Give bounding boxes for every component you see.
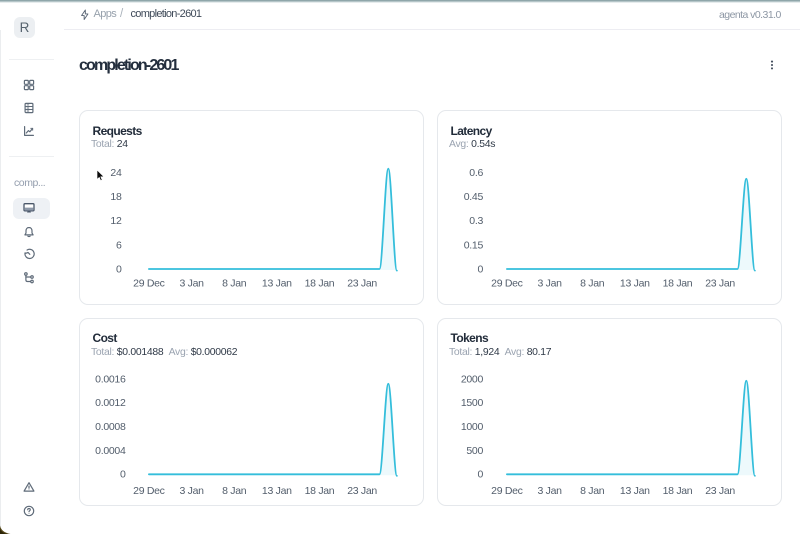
svg-text:13 Jan: 13 Jan [262, 278, 292, 290]
svg-text:18 Jan: 18 Jan [305, 485, 335, 497]
svg-text:0: 0 [477, 263, 483, 275]
svg-text:0.0016: 0.0016 [95, 373, 126, 385]
svg-text:0: 0 [120, 468, 126, 480]
svg-text:8 Jan: 8 Jan [222, 485, 247, 497]
svg-text:29 Dec: 29 Dec [491, 485, 523, 497]
svg-text:23 Jan: 23 Jan [347, 485, 377, 497]
svg-text:23 Jan: 23 Jan [705, 278, 735, 290]
svg-text:23 Jan: 23 Jan [705, 485, 735, 497]
svg-text:13 Jan: 13 Jan [262, 485, 292, 497]
svg-text:3 Jan: 3 Jan [180, 278, 205, 290]
svg-text:18 Jan: 18 Jan [663, 485, 693, 497]
svg-text:18: 18 [110, 191, 122, 203]
svg-text:0.0004: 0.0004 [95, 444, 126, 456]
svg-text:13 Jan: 13 Jan [620, 485, 650, 497]
svg-text:3 Jan: 3 Jan [538, 278, 563, 290]
svg-text:18 Jan: 18 Jan [305, 278, 335, 290]
svg-text:0: 0 [477, 468, 483, 480]
svg-text:6: 6 [116, 239, 122, 251]
svg-text:500: 500 [466, 444, 483, 456]
svg-text:23 Jan: 23 Jan [347, 278, 377, 290]
svg-text:29 Dec: 29 Dec [133, 278, 165, 290]
svg-text:0.0012: 0.0012 [95, 397, 126, 409]
svg-text:8 Jan: 8 Jan [580, 278, 605, 290]
svg-text:0.15: 0.15 [464, 239, 484, 251]
svg-text:0.6: 0.6 [469, 167, 483, 179]
svg-text:3 Jan: 3 Jan [538, 485, 563, 497]
svg-text:2000: 2000 [461, 373, 484, 385]
svg-text:3 Jan: 3 Jan [180, 485, 205, 497]
svg-text:12: 12 [110, 215, 122, 227]
svg-text:8 Jan: 8 Jan [580, 485, 605, 497]
svg-text:29 Dec: 29 Dec [491, 278, 523, 290]
svg-text:13 Jan: 13 Jan [620, 278, 650, 290]
svg-text:29 Dec: 29 Dec [133, 485, 165, 497]
svg-text:1000: 1000 [461, 421, 484, 433]
svg-text:1500: 1500 [461, 397, 484, 409]
svg-text:0: 0 [116, 263, 122, 275]
svg-text:0.45: 0.45 [464, 191, 484, 203]
svg-text:8 Jan: 8 Jan [222, 278, 247, 290]
svg-text:24: 24 [110, 167, 122, 179]
svg-text:18 Jan: 18 Jan [663, 278, 693, 290]
svg-text:0.0008: 0.0008 [95, 421, 126, 433]
svg-text:0.3: 0.3 [469, 215, 483, 227]
